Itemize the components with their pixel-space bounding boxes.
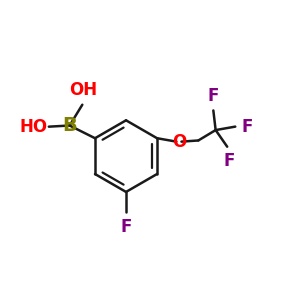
Text: HO: HO bbox=[20, 118, 48, 136]
Text: F: F bbox=[120, 218, 132, 236]
Text: OH: OH bbox=[69, 81, 98, 99]
Text: F: F bbox=[208, 87, 219, 105]
Text: F: F bbox=[241, 118, 252, 136]
Text: F: F bbox=[224, 152, 235, 170]
Text: O: O bbox=[172, 133, 187, 151]
Text: B: B bbox=[62, 116, 77, 135]
